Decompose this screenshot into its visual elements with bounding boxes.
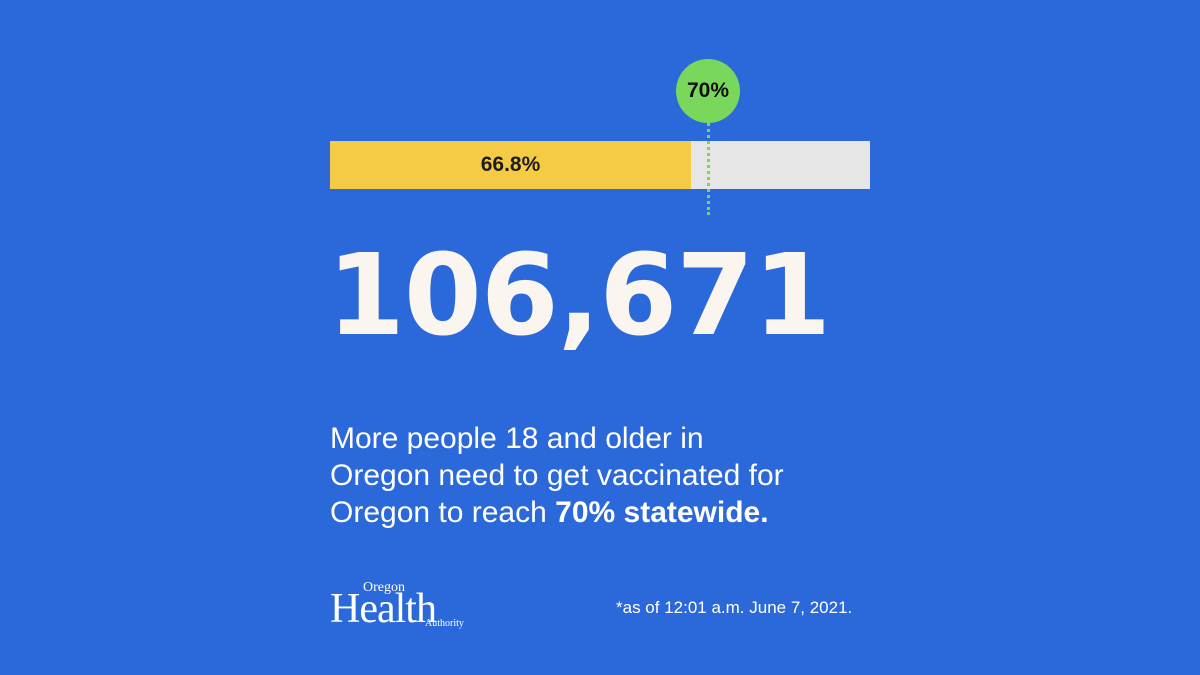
oregon-health-authority-logo: Oregon Health Authority <box>330 580 470 635</box>
message-line-2: Oregon need to get vaccinated for <box>330 459 784 492</box>
message-target-highlight: 70% statewide. <box>555 496 769 529</box>
progress-bar-label: 66.8% <box>480 153 541 176</box>
progress-bar-track: 66.8% <box>330 141 870 189</box>
as-of-footnote: *as of 12:01 a.m. June 7, 2021. <box>616 598 853 617</box>
progress-bar-fill <box>330 141 691 189</box>
vaccination-message: More people 18 and older in Oregon need … <box>330 420 850 531</box>
logo-oregon-text: Oregon <box>363 580 405 595</box>
target-marker-badge: 70% <box>676 59 740 123</box>
logo-authority-text: Authority <box>425 618 464 629</box>
logo-health-text: Health <box>330 586 437 632</box>
message-line-3: Oregon to reach <box>330 496 556 529</box>
remaining-people-count: 106,671 <box>327 231 831 361</box>
message-line-1: More people 18 and older in <box>330 422 704 455</box>
target-marker-line <box>707 118 710 215</box>
